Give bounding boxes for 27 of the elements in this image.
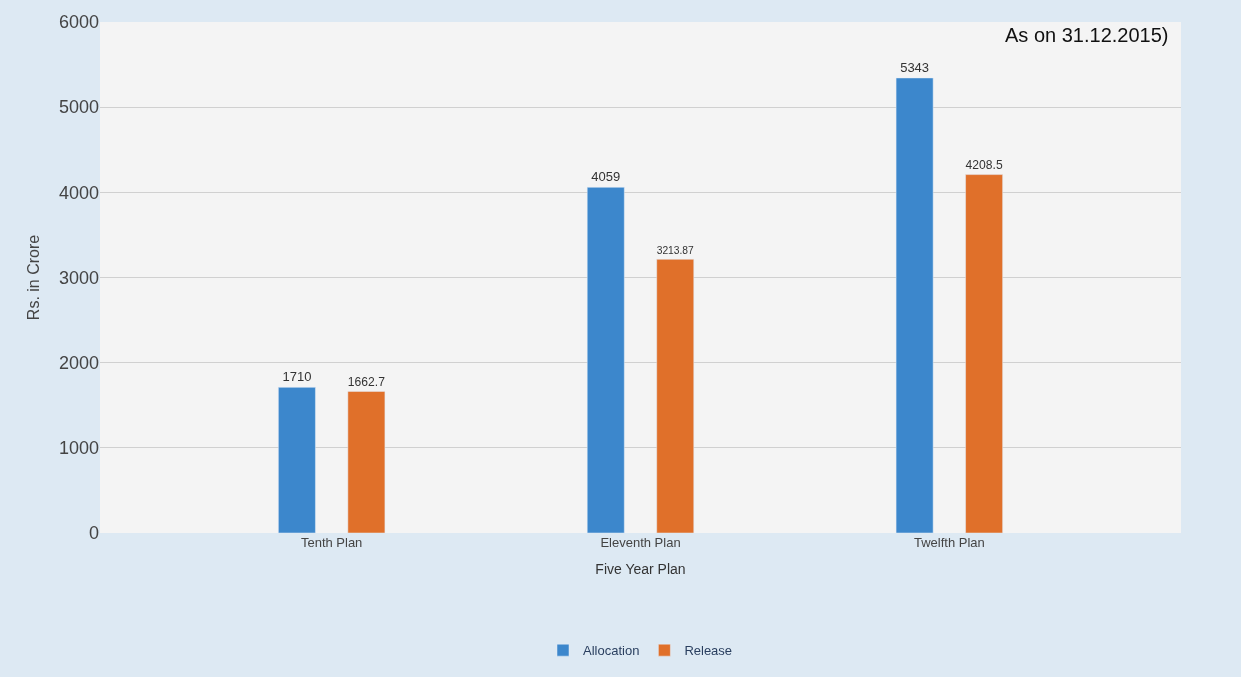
bar [347, 391, 386, 533]
legend-label: Allocation [583, 643, 640, 659]
bar [965, 174, 1003, 533]
y-tick-label: 0 [88, 523, 99, 544]
bar [278, 387, 316, 533]
y-tick-label: 2000 [58, 352, 99, 373]
x-tick-label: Eleventh Plan [600, 535, 681, 550]
data-label: 3213.87 [656, 244, 695, 256]
x-tick-label: Twelfth Plan [913, 535, 985, 550]
data-label: 1710 [282, 369, 312, 385]
y-axis-title: Rs. in Crore [24, 234, 42, 321]
y-tick-label: 3000 [58, 267, 99, 288]
data-label: 5343 [900, 59, 930, 75]
y-tick-label: 5000 [58, 97, 99, 118]
y-tick-label: 6000 [58, 12, 99, 33]
bar [656, 259, 695, 533]
y-tick-label: 4000 [58, 182, 99, 203]
annotation: As on 31.12.2015) [1005, 24, 1169, 46]
x-tick-label: Tenth Plan [300, 535, 363, 550]
legend-label: Release [684, 643, 733, 659]
y-tick-label: 1000 [58, 438, 99, 459]
data-label: 4208.5 [965, 157, 1003, 172]
bar [586, 187, 625, 533]
data-label: 1662.7 [347, 374, 386, 389]
data-label: 4059 [591, 169, 621, 185]
bar [895, 77, 934, 533]
x-axis-title: Five Year Plan [595, 561, 686, 578]
